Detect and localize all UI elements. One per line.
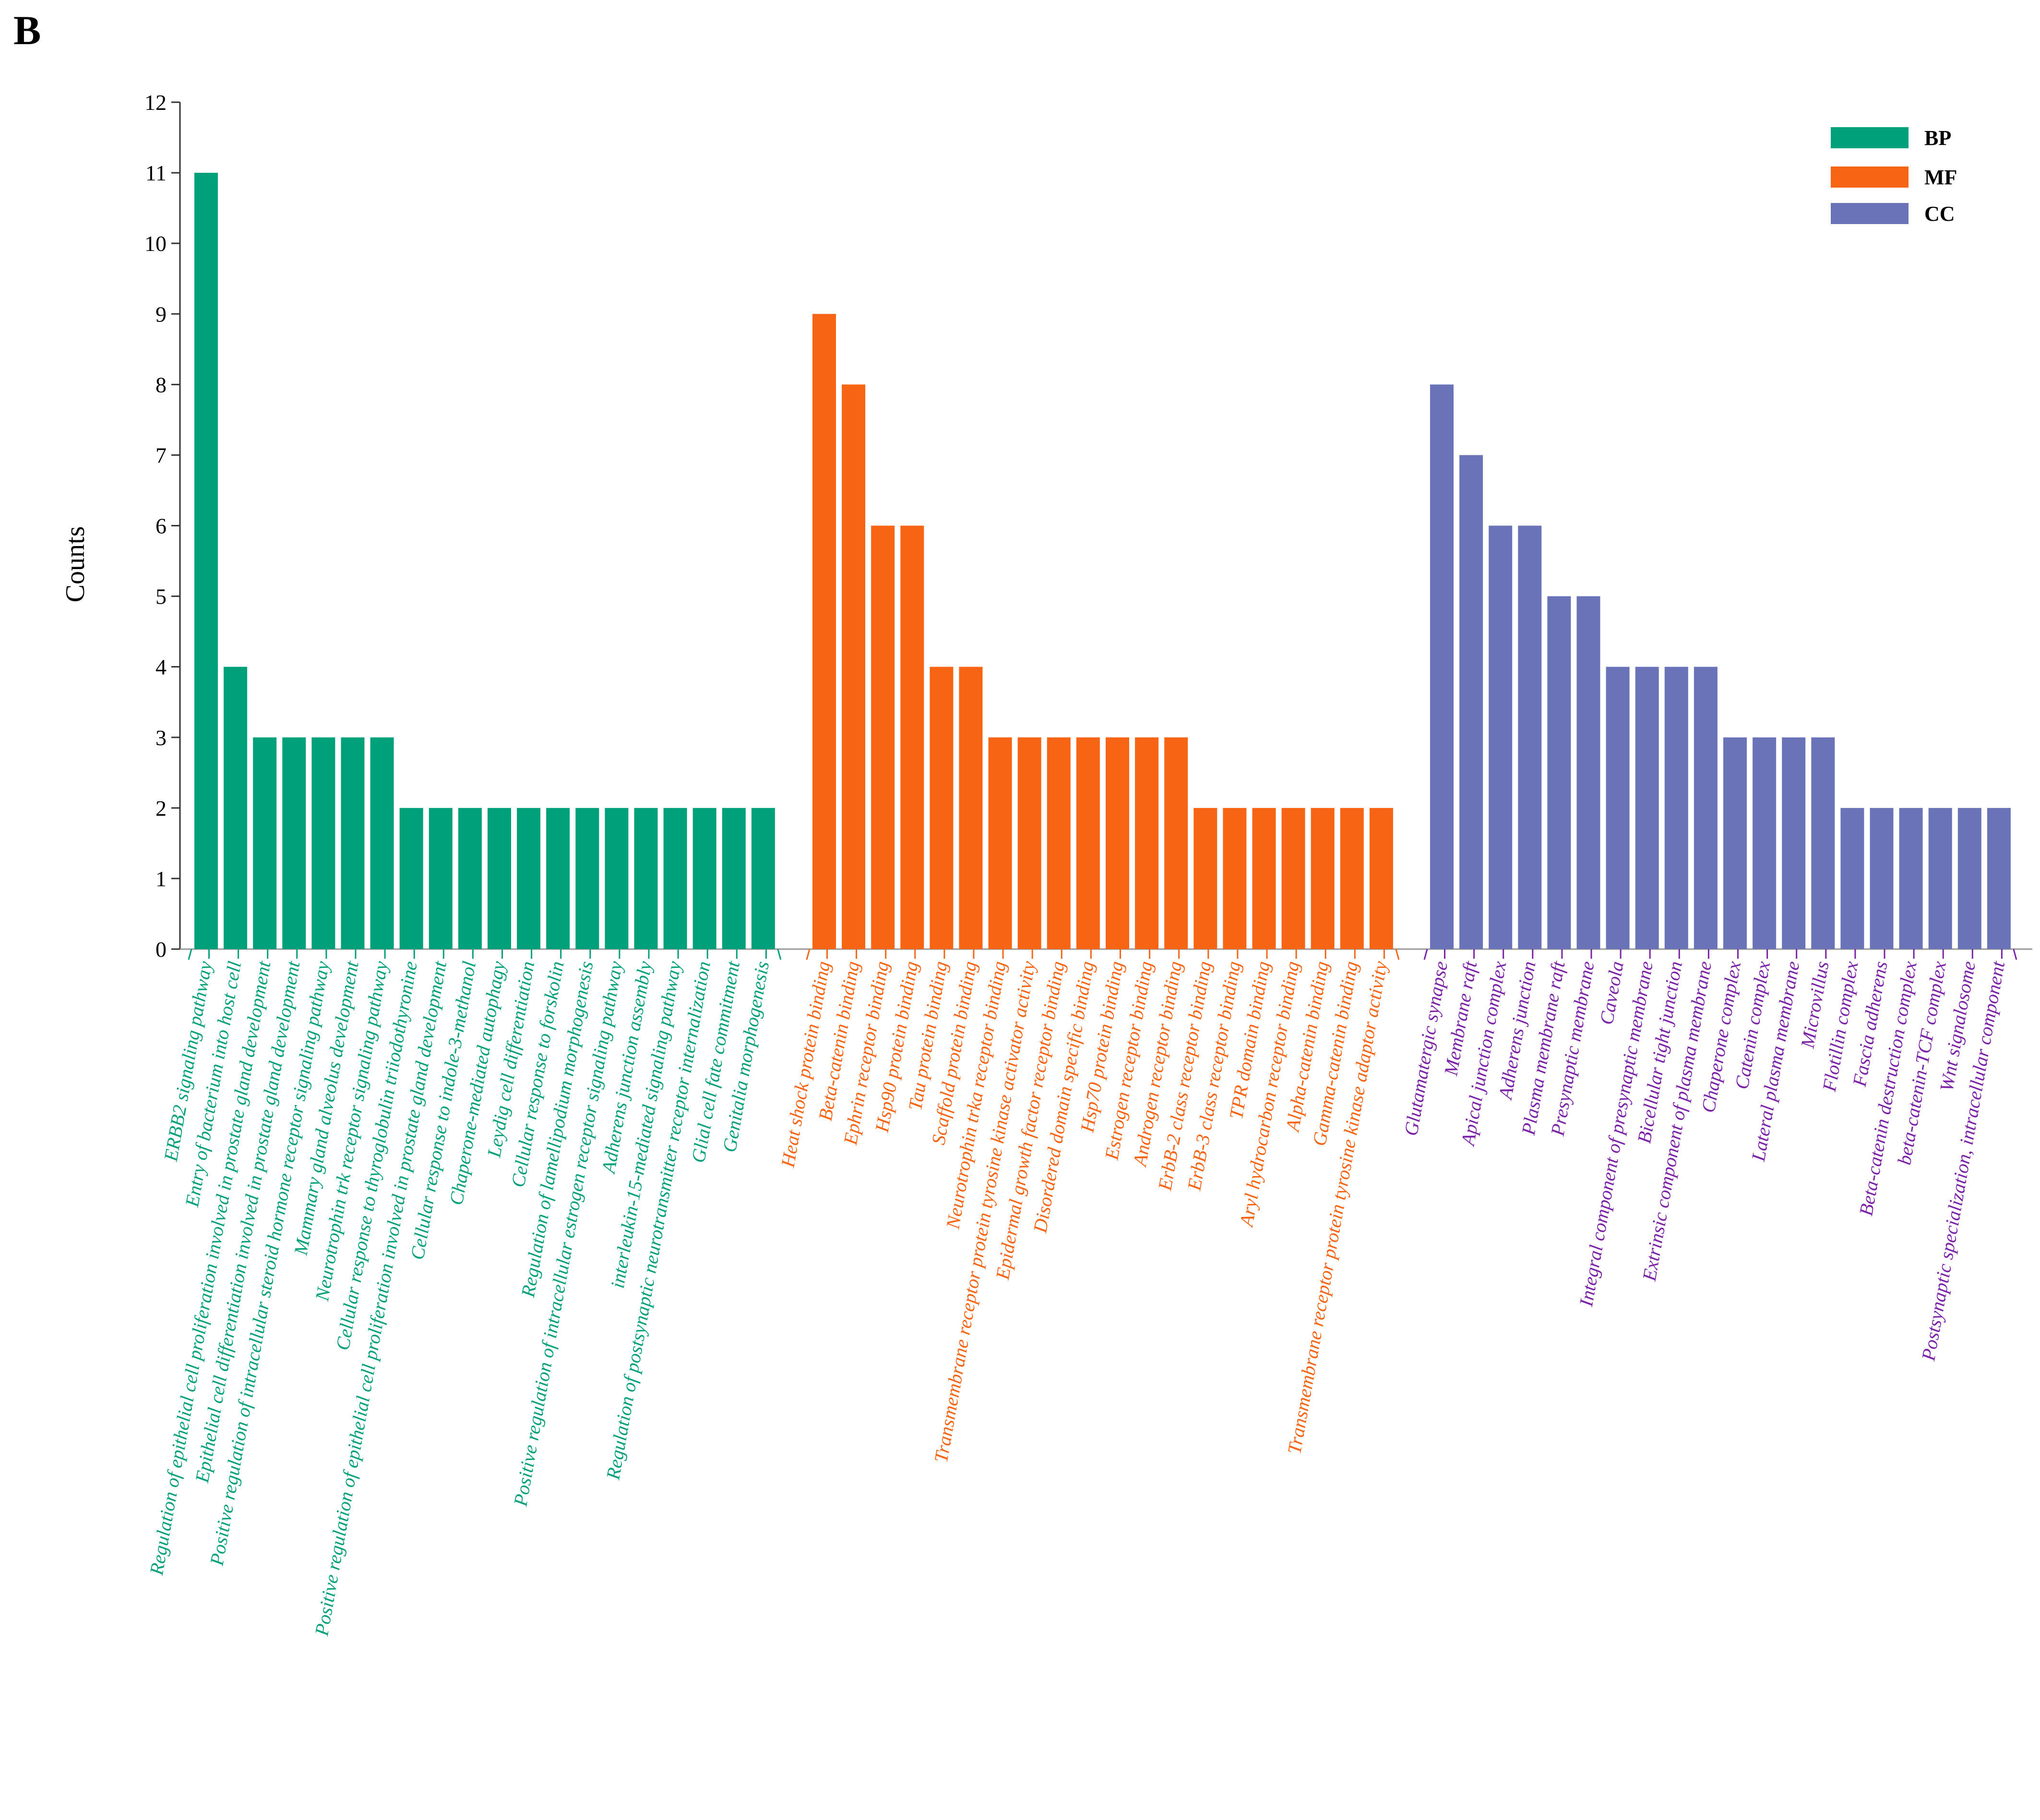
bp-bar [341,737,365,949]
y-tick-label: 6 [155,514,167,538]
cc-bar [1957,808,1981,949]
y-tick-label: 0 [155,937,167,962]
cc-bar [1694,666,1718,949]
bp-bar [429,808,453,949]
cc-bar [1987,808,2011,949]
cc-bar [1811,737,1835,949]
cc-bar [1723,737,1747,949]
cc-bar [1635,666,1659,949]
legend-swatch-mf [1831,167,1909,188]
mf-bar [1164,737,1188,949]
cc-bar [1782,737,1806,949]
bp-bar [311,737,335,949]
cc-bar [1606,666,1630,949]
bp-bar [194,173,218,949]
mf-bar [1047,737,1071,949]
bp-bar [224,666,248,949]
cc-bar [1928,808,1952,949]
cc-bar [1870,808,1894,949]
bp-bar [722,808,746,949]
bp-bar [605,808,629,949]
mf-bar [1223,808,1247,949]
legend-swatch-bp [1831,127,1909,148]
mf-bar [842,384,866,950]
x-axis [180,948,2032,960]
bars-group [194,173,2011,950]
legend-swatch-cc [1831,203,1909,224]
cc-bar [1576,596,1600,949]
y-axis-label: Counts [60,526,90,603]
legend: BP MF CC [1831,126,1957,226]
y-tick-label: 4 [155,655,167,679]
legend-label-cc: CC [1924,202,1955,226]
bp-bar [634,808,658,949]
cc-bar [1840,808,1864,949]
y-tick-label: 9 [155,302,167,326]
bp-bar [253,737,277,949]
bp-bar [663,808,687,949]
mf-group-bracket-right [1395,949,1400,960]
bp-bar [692,808,716,949]
bp-bar [458,808,482,949]
cc-bar [1547,596,1571,949]
cc-group-bracket-left [1423,949,1428,960]
y-tick-label: 3 [155,726,167,750]
mf-bar [1017,737,1041,949]
mf-group-bracket-left [806,949,811,960]
y-tick-label: 8 [155,372,167,397]
bp-bar [517,808,541,949]
bp-bar [282,737,306,949]
y-tick-label: 11 [145,161,167,185]
mf-bar [1135,737,1159,949]
mf-bar [1340,808,1364,949]
bp-bar [575,808,599,949]
bp-bar [370,737,394,949]
cc-bar [1518,525,1542,949]
mf-bar [930,666,954,949]
cc-bar [1899,808,1923,949]
cc-category-label: Caveola [1595,960,1627,1026]
mf-bar [812,314,836,949]
bp-group-bracket-right [777,949,782,960]
mf-bar [871,525,895,949]
cc-bar [1459,455,1483,949]
mf-bar [900,525,924,949]
y-tick-label: 12 [144,90,167,115]
y-tick-label: 10 [144,231,167,256]
y-tick-label: 1 [155,867,167,891]
cc-bar [1664,666,1688,949]
mf-bar [988,737,1012,949]
bp-bar [488,808,511,949]
cc-bar [1753,737,1777,949]
cc-bar [1489,525,1513,949]
cc-group-bracket-right [2013,949,2017,960]
bp-bar [751,808,775,949]
mf-bar [1106,737,1129,949]
panel-label: B [13,7,41,53]
mf-bar [1252,808,1276,949]
legend-label-bp: BP [1924,126,1951,150]
y-tick-label: 7 [155,443,167,467]
mf-bar [959,666,983,949]
bp-bar [546,808,570,949]
mf-bar [1193,808,1217,949]
mf-bar [1369,808,1393,949]
y-tick-label: 2 [155,796,167,821]
cc-bar [1430,384,1454,950]
bp-bar [399,808,423,949]
mf-bar [1281,808,1305,949]
mf-bar [1311,808,1335,949]
y-tick-label: 5 [155,584,167,609]
mf-bar [1076,737,1100,949]
legend-label-mf: MF [1924,166,1957,189]
bp-group-bracket-left [188,949,192,960]
